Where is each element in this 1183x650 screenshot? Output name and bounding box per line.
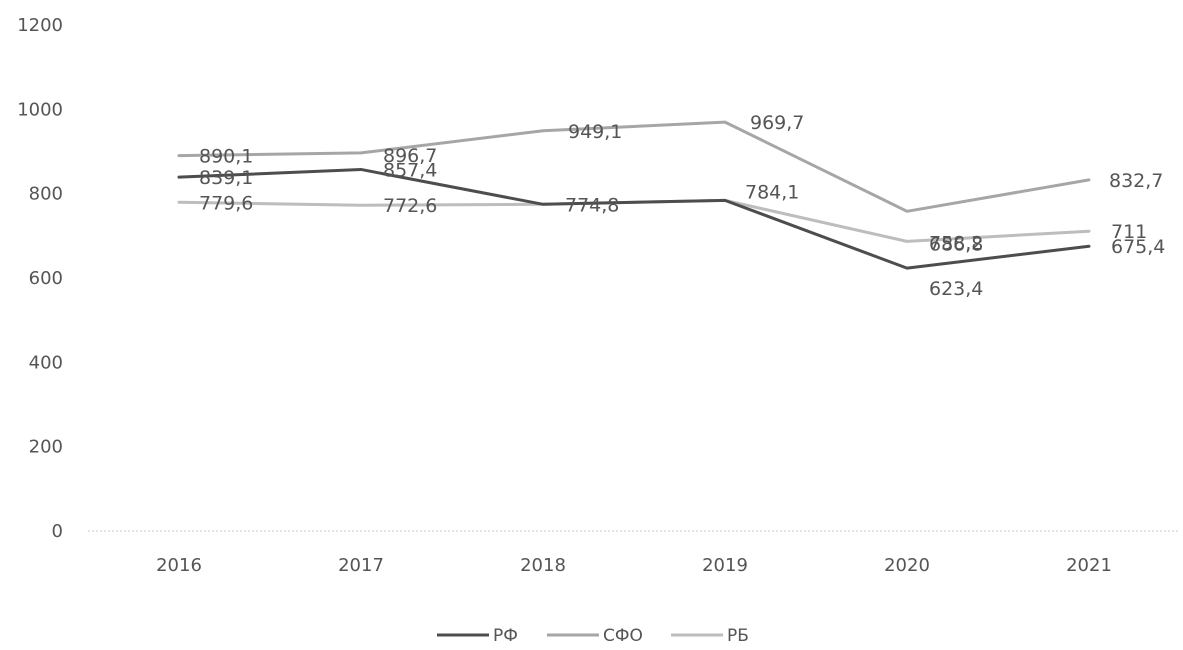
data-label: 839,1 bbox=[199, 167, 253, 189]
y-tick-label: 0 bbox=[52, 521, 63, 542]
data-label: 969,7 bbox=[750, 112, 804, 134]
data-label: 896,7 bbox=[383, 145, 437, 167]
y-tick-label: 1200 bbox=[17, 15, 63, 36]
x-tick-label: 2019 bbox=[702, 555, 748, 576]
x-tick-label: 2016 bbox=[156, 555, 202, 576]
data-label: 890,1 bbox=[199, 146, 253, 168]
legend-label-1: СФО bbox=[603, 626, 643, 646]
x-axis: 2016 2017 2018 2019 2020 2021 bbox=[156, 555, 1112, 576]
data-label: 784,1 bbox=[745, 181, 799, 203]
y-tick-label: 400 bbox=[29, 352, 63, 373]
series-lines bbox=[177, 120, 1091, 270]
y-tick-label: 800 bbox=[29, 184, 63, 205]
x-tick-label: 2020 bbox=[884, 555, 930, 576]
legend: РФ СФО РБ bbox=[437, 626, 749, 646]
data-label: 675,4 bbox=[1111, 236, 1165, 258]
legend-label-0: РФ bbox=[493, 626, 518, 646]
x-tick-label: 2017 bbox=[338, 555, 384, 576]
data-label: 857,4 bbox=[383, 159, 437, 181]
series-line-0 bbox=[177, 167, 1091, 270]
series-line-1 bbox=[177, 120, 1091, 213]
data-label: 772,6 bbox=[383, 195, 437, 217]
data-label: 711 bbox=[1111, 221, 1147, 243]
y-tick-label: 600 bbox=[29, 268, 63, 289]
x-tick-label: 2021 bbox=[1066, 555, 1112, 576]
data-label: 686,8 bbox=[929, 233, 983, 255]
data-label: 758,2 bbox=[929, 232, 983, 254]
y-tick-label: 1000 bbox=[17, 99, 63, 120]
data-labels: 839,1 857,4 774,8 623,4 675,4 890,1 896,7 949,1… bbox=[199, 112, 1165, 300]
data-label: 832,7 bbox=[1109, 170, 1163, 192]
y-tick-label: 200 bbox=[29, 437, 63, 458]
legend-label-2: РБ bbox=[727, 626, 749, 646]
y-axis: 0 200 400 600 800 1000 1200 bbox=[17, 15, 63, 542]
data-label: 779,6 bbox=[199, 192, 253, 214]
data-label: 949,1 bbox=[568, 121, 622, 143]
data-label: 623,4 bbox=[929, 278, 983, 300]
data-label: 774,8 bbox=[565, 194, 619, 216]
x-tick-label: 2018 bbox=[520, 555, 566, 576]
